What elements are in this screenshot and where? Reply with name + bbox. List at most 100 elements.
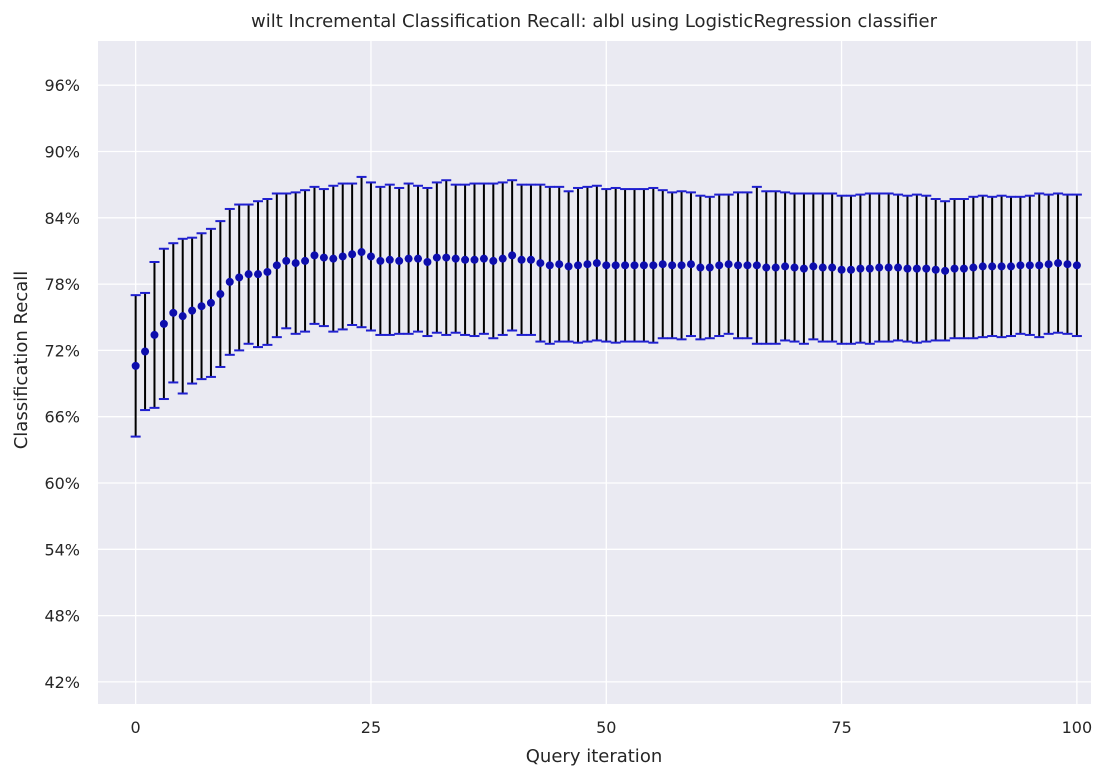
data-point xyxy=(235,273,244,282)
data-point xyxy=(941,266,950,275)
data-point xyxy=(752,261,761,270)
y-tick-label: 78% xyxy=(44,275,80,294)
data-point xyxy=(715,261,724,270)
data-point xyxy=(498,254,507,263)
data-point xyxy=(1054,259,1063,268)
data-point xyxy=(950,264,959,273)
data-point xyxy=(959,264,968,273)
plot-area xyxy=(98,41,1091,704)
data-point xyxy=(781,262,790,271)
data-point xyxy=(1025,261,1034,270)
data-point xyxy=(517,255,526,264)
data-point xyxy=(254,270,263,279)
y-tick-label: 60% xyxy=(44,474,80,493)
data-point xyxy=(244,270,253,279)
data-point xyxy=(291,259,300,268)
data-point xyxy=(696,263,705,272)
data-point xyxy=(743,261,752,270)
x-tick-label: 75 xyxy=(831,718,851,737)
data-point xyxy=(423,258,432,266)
data-point xyxy=(545,261,554,270)
data-point xyxy=(799,264,808,273)
data-point xyxy=(526,255,535,264)
data-point xyxy=(451,254,460,263)
data-points xyxy=(131,248,1081,370)
data-point xyxy=(922,264,931,273)
data-point xyxy=(837,265,846,274)
x-tick-label: 0 xyxy=(131,718,141,737)
data-point xyxy=(592,259,601,268)
y-tick-label: 66% xyxy=(44,408,80,427)
data-point xyxy=(574,261,583,270)
data-point xyxy=(1006,262,1015,271)
data-point xyxy=(508,251,517,260)
data-point xyxy=(159,319,168,328)
data-point xyxy=(263,267,272,276)
data-point xyxy=(639,261,648,270)
y-tick-label: 42% xyxy=(44,673,80,692)
data-point xyxy=(875,263,884,272)
data-point xyxy=(272,261,281,270)
data-point xyxy=(894,263,903,272)
data-point xyxy=(206,298,215,307)
data-point xyxy=(432,253,441,262)
data-point xyxy=(865,264,874,273)
y-tick-label: 96% xyxy=(44,76,80,95)
data-point xyxy=(1063,260,1072,269)
data-point xyxy=(621,261,630,270)
data-point xyxy=(555,260,564,269)
data-point xyxy=(414,254,423,263)
data-point xyxy=(1035,261,1044,270)
data-point xyxy=(216,290,225,299)
chart-title: wilt Incremental Classification Recall: … xyxy=(251,11,938,32)
data-point xyxy=(329,254,338,263)
data-point xyxy=(385,255,394,264)
data-point xyxy=(376,256,385,265)
x-tick-label: 50 xyxy=(596,718,616,737)
data-point xyxy=(461,255,470,264)
data-point xyxy=(658,260,667,269)
data-point xyxy=(762,263,771,272)
data-point xyxy=(404,254,413,263)
data-point xyxy=(319,253,328,262)
data-point xyxy=(705,263,714,272)
data-point xyxy=(150,330,159,339)
data-point xyxy=(564,262,573,271)
data-point xyxy=(912,264,921,273)
data-point xyxy=(1016,261,1025,270)
data-point xyxy=(188,306,197,315)
data-point xyxy=(442,253,451,262)
y-axis-label: Classification Recall xyxy=(11,271,32,450)
data-point xyxy=(856,264,865,273)
data-point xyxy=(988,262,997,271)
data-point xyxy=(301,256,310,265)
data-point xyxy=(884,263,893,272)
data-point xyxy=(997,262,1006,271)
y-tick-labels: 42% 48% 54% 60% 66% 72% 78% 84% 90% 96% xyxy=(44,76,80,692)
data-point xyxy=(225,277,234,286)
data-point xyxy=(978,262,987,271)
data-point xyxy=(724,260,733,269)
y-tick-label: 90% xyxy=(44,143,80,162)
data-point xyxy=(602,261,611,270)
data-point xyxy=(583,260,592,269)
data-point xyxy=(686,260,695,269)
data-point xyxy=(846,265,855,274)
data-point xyxy=(470,255,479,264)
x-tick-labels: 0 25 50 75 100 xyxy=(131,718,1093,737)
data-point xyxy=(1044,260,1053,269)
data-point xyxy=(828,263,837,272)
data-point xyxy=(310,251,319,260)
data-point xyxy=(178,312,187,321)
data-point xyxy=(338,252,347,261)
data-point xyxy=(611,261,620,270)
data-point xyxy=(479,254,488,263)
data-point xyxy=(677,261,686,270)
y-tick-label: 54% xyxy=(44,540,80,559)
data-point xyxy=(197,302,206,311)
data-point xyxy=(141,347,150,356)
data-point xyxy=(771,263,780,272)
data-point xyxy=(1072,261,1081,270)
data-point xyxy=(818,263,827,272)
